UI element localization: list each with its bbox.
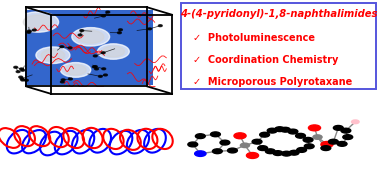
Circle shape xyxy=(308,125,321,131)
Circle shape xyxy=(246,153,259,158)
Text: ✓  Photoluminescence: ✓ Photoluminescence xyxy=(193,33,315,43)
Circle shape xyxy=(102,46,124,57)
Circle shape xyxy=(234,133,246,139)
Text: ✓  Microporous Polyrotaxane: ✓ Microporous Polyrotaxane xyxy=(193,77,352,87)
Circle shape xyxy=(60,81,64,83)
Circle shape xyxy=(211,132,220,137)
Circle shape xyxy=(60,63,91,77)
Circle shape xyxy=(92,66,96,68)
Circle shape xyxy=(195,151,206,156)
FancyBboxPatch shape xyxy=(181,3,376,89)
Circle shape xyxy=(280,127,290,132)
Circle shape xyxy=(33,29,36,31)
Circle shape xyxy=(77,30,104,43)
Circle shape xyxy=(119,29,122,31)
Circle shape xyxy=(36,47,70,63)
Circle shape xyxy=(65,65,86,75)
Circle shape xyxy=(352,120,359,124)
Circle shape xyxy=(220,140,230,145)
Circle shape xyxy=(106,11,110,13)
Circle shape xyxy=(313,135,322,139)
Circle shape xyxy=(303,137,313,142)
Circle shape xyxy=(102,68,105,70)
Circle shape xyxy=(80,30,84,31)
Circle shape xyxy=(99,75,102,77)
Circle shape xyxy=(148,28,152,30)
Text: 4-(4-pyridonyl)-1,8-naphthalimides: 4-(4-pyridonyl)-1,8-naphthalimides xyxy=(180,9,378,19)
Circle shape xyxy=(17,12,59,32)
Circle shape xyxy=(328,139,338,144)
Circle shape xyxy=(23,15,52,29)
Circle shape xyxy=(94,68,98,70)
Circle shape xyxy=(61,79,65,81)
Circle shape xyxy=(20,78,24,80)
Circle shape xyxy=(118,32,121,34)
Circle shape xyxy=(267,128,277,133)
Circle shape xyxy=(212,149,222,154)
Circle shape xyxy=(60,46,64,48)
Circle shape xyxy=(288,129,298,134)
Circle shape xyxy=(98,44,129,59)
Circle shape xyxy=(101,52,105,54)
Circle shape xyxy=(258,146,268,151)
Circle shape xyxy=(27,31,31,33)
Circle shape xyxy=(72,28,110,46)
Circle shape xyxy=(93,55,97,57)
Circle shape xyxy=(20,68,23,70)
Circle shape xyxy=(260,132,270,137)
Circle shape xyxy=(102,15,105,17)
Circle shape xyxy=(341,128,351,133)
Circle shape xyxy=(195,134,205,139)
Circle shape xyxy=(273,151,283,155)
Circle shape xyxy=(321,141,333,147)
Circle shape xyxy=(304,144,314,149)
Circle shape xyxy=(68,78,72,80)
Circle shape xyxy=(41,49,65,61)
Circle shape xyxy=(343,135,353,139)
Circle shape xyxy=(93,66,97,68)
Circle shape xyxy=(158,25,162,27)
Circle shape xyxy=(21,79,25,81)
Circle shape xyxy=(25,79,28,81)
Circle shape xyxy=(27,30,31,32)
Circle shape xyxy=(16,71,20,72)
Circle shape xyxy=(104,74,107,76)
Circle shape xyxy=(19,76,23,78)
Circle shape xyxy=(289,150,299,155)
Circle shape xyxy=(321,146,331,151)
Circle shape xyxy=(282,151,291,156)
Circle shape xyxy=(21,69,25,71)
Circle shape xyxy=(333,125,343,130)
Circle shape xyxy=(296,133,305,138)
Circle shape xyxy=(78,34,82,36)
Circle shape xyxy=(188,142,198,147)
Circle shape xyxy=(228,148,237,153)
Text: ✓  Coordination Chemistry: ✓ Coordination Chemistry xyxy=(193,55,338,65)
Circle shape xyxy=(252,139,262,144)
Circle shape xyxy=(337,141,347,146)
Circle shape xyxy=(265,149,275,154)
Circle shape xyxy=(297,148,307,152)
Circle shape xyxy=(68,47,72,49)
Circle shape xyxy=(14,66,18,68)
Circle shape xyxy=(275,127,285,132)
Circle shape xyxy=(240,143,249,148)
FancyBboxPatch shape xyxy=(25,10,153,85)
